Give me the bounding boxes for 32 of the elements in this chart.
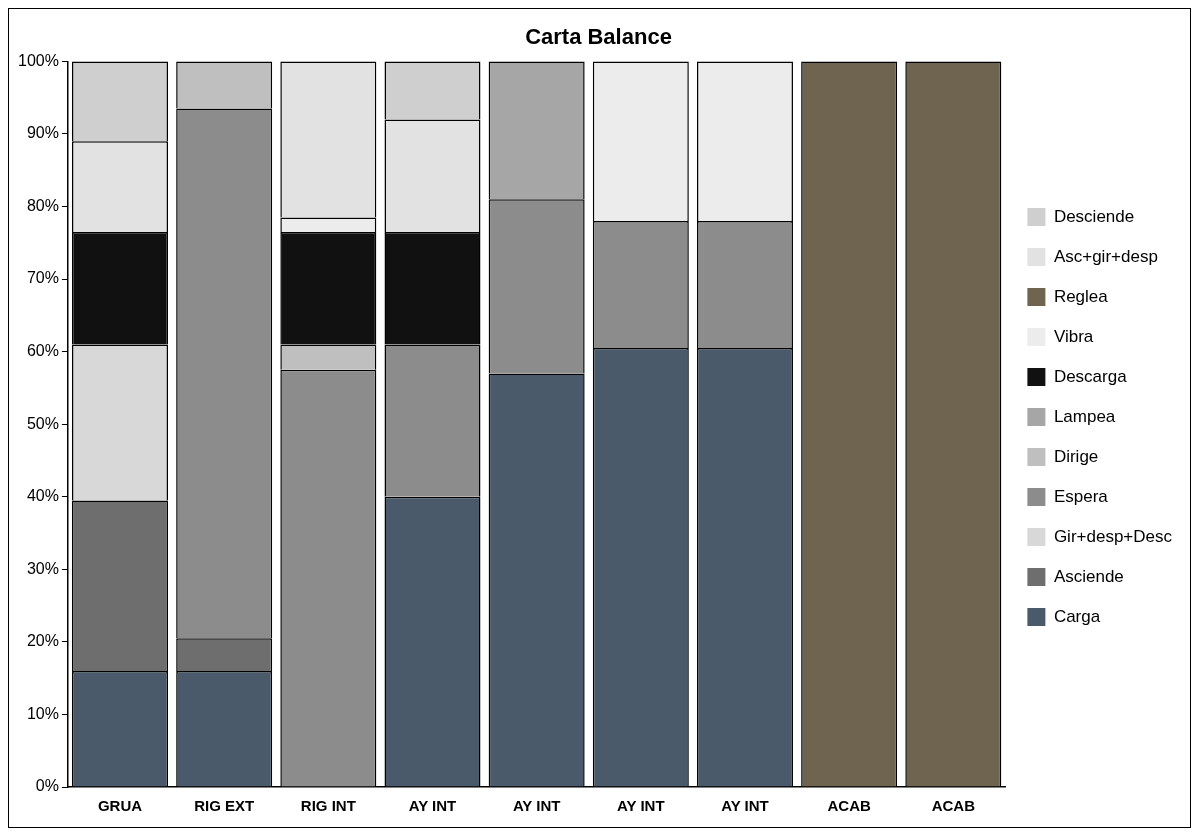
x-tick-label: AY INT (512, 797, 561, 815)
y-tick-label: 0% (35, 777, 59, 795)
x-tick-label: AY INT (617, 797, 665, 815)
y-tick-label: 20% (26, 632, 59, 650)
x-tick-label: AY INT (408, 797, 457, 815)
legend-label: Dirige (1053, 446, 1099, 466)
x-tick-label: RIG EXT (194, 797, 255, 815)
y-tick-label: 80% (26, 196, 59, 214)
legend-label: Espera (1053, 486, 1109, 506)
legend-label: Desciende (1053, 206, 1135, 226)
chart-title: Carta Balance (525, 24, 672, 50)
legend-label: Asc+gir+desp (1053, 246, 1158, 266)
x-tick-label: ACAB (931, 797, 976, 815)
y-tick-label: 10% (26, 704, 59, 722)
legend-label: Vibra (1053, 326, 1094, 346)
x-tick-label: ACAB (827, 797, 871, 815)
legend-label: Lampea (1053, 406, 1116, 426)
y-tick-label: 50% (26, 414, 59, 432)
y-tick-label: 70% (26, 269, 59, 287)
y-tick-label: 40% (26, 487, 59, 505)
y-tick-label: 100% (18, 51, 59, 69)
y-tick-label: 30% (26, 559, 59, 577)
legend-label: Reglea (1053, 286, 1109, 306)
y-tick-label: 60% (26, 342, 59, 360)
legend-label: Descarga (1053, 366, 1128, 386)
x-tick-label: RIG INT (300, 797, 356, 815)
legend-label: Carga (1053, 606, 1101, 626)
y-tick-label: 90% (26, 124, 59, 142)
legend-label: Gir+desp+Desc (1053, 526, 1173, 546)
legend-label: Asciende (1053, 566, 1124, 586)
x-tick-label: GRUA (97, 797, 143, 815)
x-tick-label: AY INT (721, 797, 769, 815)
